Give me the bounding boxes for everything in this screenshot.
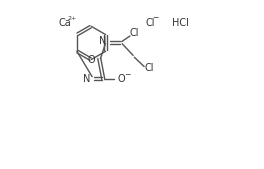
Text: 2+: 2+ xyxy=(68,16,77,20)
Text: −: − xyxy=(152,14,159,22)
Text: HCl: HCl xyxy=(172,18,189,28)
Text: Cl: Cl xyxy=(144,63,154,73)
Text: O: O xyxy=(88,55,95,65)
Text: −: − xyxy=(124,70,130,79)
Text: Ca: Ca xyxy=(58,18,71,28)
Text: N: N xyxy=(99,36,106,46)
Text: N: N xyxy=(83,74,91,84)
Text: Cl: Cl xyxy=(145,18,155,28)
Text: Cl: Cl xyxy=(130,28,139,38)
Text: O: O xyxy=(117,74,125,84)
